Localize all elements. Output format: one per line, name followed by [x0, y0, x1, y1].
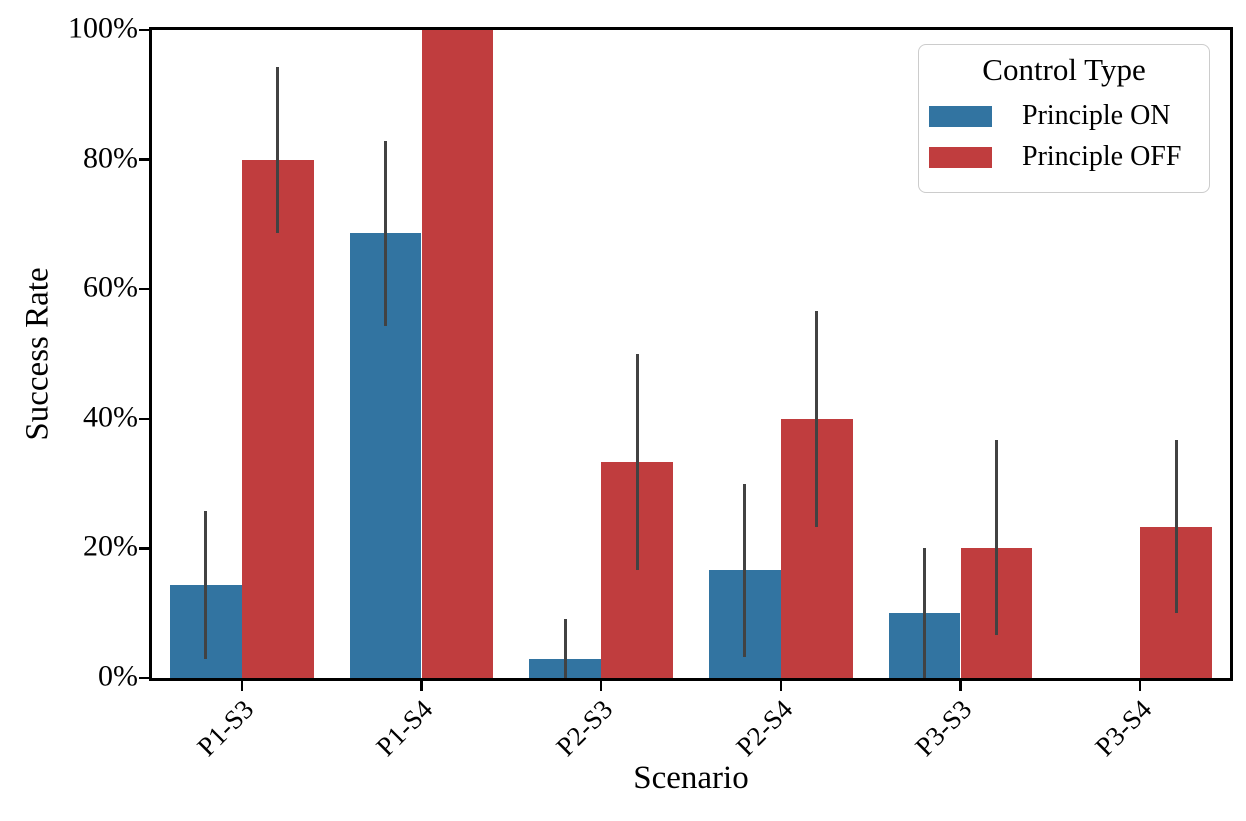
legend-entry-principle-off: Principle OFF [929, 141, 1199, 173]
legend-label-principle-off: Principle OFF [1022, 141, 1182, 172]
legend-swatch-principle-on [929, 105, 992, 127]
x-tick-label-p2-s4: P2-S4 [730, 694, 799, 762]
x-tick-mark [1138, 681, 1142, 691]
error-bar-principle-off-p2-s3 [635, 354, 639, 570]
legend-entry-principle-on: Principle ON [929, 100, 1199, 132]
error-bar-principle-off-p2-s4 [815, 310, 819, 527]
bar-principle-off-p1-s4 [421, 30, 494, 678]
y-tick-label: 100% [68, 11, 138, 45]
x-tick-mark [959, 681, 962, 691]
x-tick-label-p1-s3: P1-S3 [191, 694, 260, 762]
x-tick-mark [599, 681, 603, 691]
x-tick-label-p2-s3: P2-S3 [550, 694, 619, 762]
y-tick-label: 60% [83, 270, 138, 304]
x-tick-label-p3-s3: P3-S3 [909, 694, 978, 762]
y-tick-mark [139, 158, 149, 161]
x-tick-label-p1-s4: P1-S4 [370, 694, 439, 762]
legend: Control Type Principle ON Principle OFF [918, 44, 1210, 193]
y-axis-label: Success Rate [19, 267, 56, 441]
y-tick-label: 0% [98, 659, 138, 693]
error-bar-principle-on-p1-s4 [383, 140, 388, 327]
error-bar-principle-off-p1-s3 [276, 66, 280, 234]
error-bar-principle-off-p3-s3 [994, 440, 999, 635]
y-tick-label: 80% [83, 140, 138, 174]
y-tick-mark [139, 547, 149, 550]
x-tick-mark [420, 681, 423, 691]
error-bar-principle-on-p1-s3 [204, 511, 208, 660]
y-tick-mark [139, 28, 149, 32]
y-tick-label: 20% [83, 529, 138, 563]
error-bar-principle-on-p2-s4 [743, 483, 747, 657]
x-tick-mark [240, 681, 244, 691]
y-tick-label: 40% [83, 400, 138, 434]
legend-label-principle-on: Principle ON [1022, 100, 1171, 131]
y-tick-mark [139, 287, 149, 291]
error-bar-principle-on-p3-s3 [922, 548, 927, 678]
x-tick-mark [779, 681, 783, 691]
y-tick-mark [139, 676, 149, 680]
x-tick-label-p3-s4: P3-S4 [1089, 694, 1158, 762]
y-tick-mark [139, 417, 149, 421]
legend-title: Control Type [982, 52, 1146, 87]
x-axis-label: Scenario [633, 760, 749, 796]
error-bar-principle-off-p3-s4 [1174, 440, 1178, 614]
error-bar-principle-on-p2-s3 [563, 619, 567, 678]
legend-swatch-principle-off [929, 146, 992, 168]
bar-principle-off-p1-s3 [241, 159, 314, 678]
